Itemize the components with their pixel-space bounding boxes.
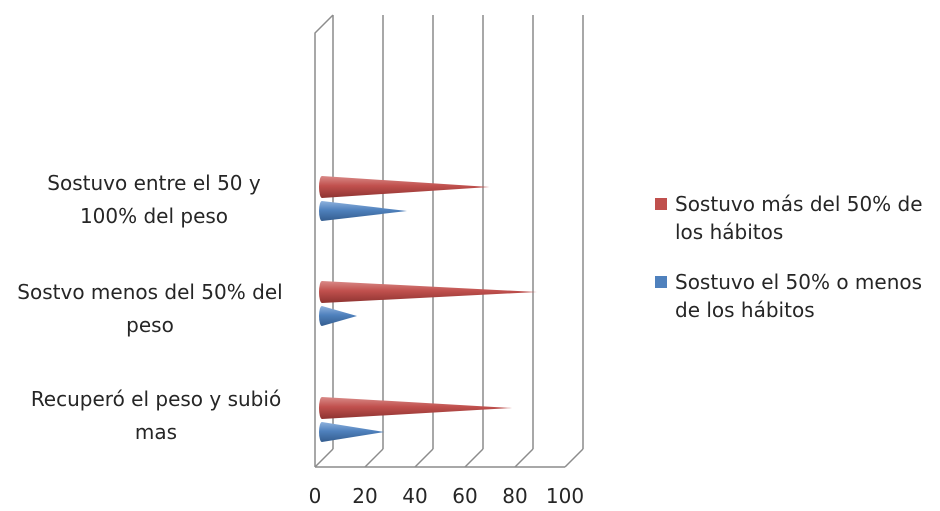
category-label-0: Sostuvo entre el 50 y 100% del peso (4, 167, 304, 233)
chart-marks (319, 176, 537, 442)
category-label-2: Recuperó el peso y subió mas (6, 383, 306, 449)
legend-swatch-series-1 (655, 276, 667, 288)
category-label-2-line-1: Recuperó el peso y subió (30, 387, 282, 411)
legend-label-series-1-line-1: Sostuvo el 50% o menos (675, 270, 923, 294)
legend-label-series-0-line-2: los hábitos (675, 220, 784, 244)
cone-series-0-cat-2 (319, 397, 512, 419)
floor-line-0 (314, 448, 334, 468)
floor-line-3 (464, 448, 484, 468)
floor-line-5 (564, 448, 584, 468)
x-tick-label-3: 60 (452, 484, 477, 508)
floor-line-2 (414, 448, 434, 468)
x-tick-label-0: 0 (309, 484, 322, 508)
side-wall (314, 14, 334, 467)
legend-label-series-1-line-2: de los hábitos (675, 298, 815, 322)
x-tick-label-1: 20 (352, 484, 377, 508)
x-tick-label-2: 40 (402, 484, 427, 508)
cone-series-1-cat-0 (319, 201, 407, 221)
cone-series-1-cat-1 (319, 306, 357, 326)
category-label-1-line-2: peso (126, 313, 174, 337)
legend-label-series-0-line-1: Sostuvo más del 50% de (675, 192, 923, 216)
chart-legend: Sostuvo más del 50% de los hábitos Sostu… (655, 190, 940, 346)
floor-line-1 (364, 448, 384, 468)
cone-series-0-cat-1 (319, 281, 537, 303)
category-label-1: Sostvo menos del 50% del peso (0, 276, 300, 342)
floor-line-4 (514, 448, 534, 468)
legend-item-series-1: Sostuvo el 50% o menos de los hábitos (655, 268, 940, 324)
category-label-0-line-1: Sostuvo entre el 50 y (47, 171, 261, 195)
cone-series-0-cat-0 (319, 176, 490, 198)
legend-item-series-0: Sostuvo más del 50% de los hábitos (655, 190, 940, 246)
x-tick-label-5: 100 (546, 484, 584, 508)
category-label-2-line-2: mas (134, 420, 178, 444)
legend-swatch-series-0 (655, 198, 667, 210)
cone-series-1-cat-2 (319, 422, 385, 442)
x-axis-ticks: 0 20 40 60 80 100 (309, 484, 584, 508)
category-label-1-line-1: Sostvo menos del 50% del (17, 280, 283, 304)
chart-grid (314, 14, 584, 468)
x-tick-label-4: 80 (502, 484, 527, 508)
category-label-0-line-2: 100% del peso (79, 204, 229, 228)
